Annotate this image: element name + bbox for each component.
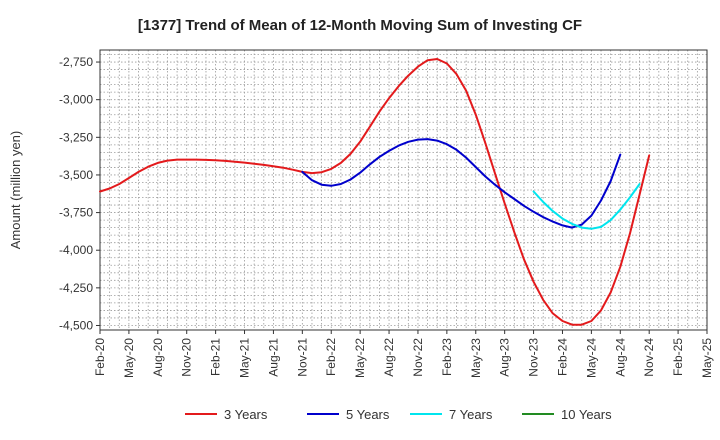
x-tick-label: Feb-25	[671, 338, 685, 376]
legend: 3 Years 5 Years 7 Years 10 Years	[185, 407, 612, 422]
x-tick-label: Feb-24	[555, 338, 569, 376]
x-tick-label: Nov-21	[295, 338, 309, 377]
series-line-3-years	[99, 58, 651, 326]
x-tick-label: May-21	[238, 338, 252, 378]
y-tick-label: -4,000	[59, 243, 93, 257]
y-axis-label: Amount (million yen)	[8, 131, 23, 250]
x-tick-label: Nov-22	[411, 338, 425, 377]
x-tick-label: Feb-20	[93, 338, 107, 376]
series-line-7-years	[532, 183, 641, 230]
y-tick-label: -3,750	[59, 206, 93, 220]
x-tick-label: Aug-20	[151, 338, 165, 377]
x-tick-label: Feb-22	[324, 338, 338, 376]
x-tick-label: Aug-21	[266, 338, 280, 377]
legend-label-3-years: 3 Years	[224, 407, 268, 422]
plot-area	[99, 49, 708, 331]
y-axis-ticks: -2,750 -3,000 -3,250 -3,500 -3,750 -4,000 -4,2…	[59, 55, 100, 332]
y-tick-label: -4,250	[59, 281, 93, 295]
legend-label-5-years: 5 Years	[346, 407, 390, 422]
chart-title: [1377] Trend of Mean of 12-Month Moving …	[138, 17, 582, 34]
series-line-5-years	[301, 138, 622, 229]
x-tick-label: May-23	[469, 338, 483, 378]
gridlines	[100, 50, 707, 330]
y-tick-label: -3,250	[59, 130, 93, 144]
legend-label-7-years: 7 Years	[449, 407, 493, 422]
y-tick-label: -4,500	[59, 318, 93, 332]
y-tick-label: -2,750	[59, 55, 93, 69]
series-lines	[99, 58, 651, 326]
x-tick-label: Aug-22	[382, 338, 396, 377]
x-tick-label: Aug-24	[613, 338, 627, 377]
x-tick-label: May-22	[353, 338, 367, 378]
x-tick-label: Nov-24	[642, 338, 656, 377]
x-tick-label: May-20	[122, 338, 136, 378]
x-tick-label: Feb-23	[440, 338, 454, 376]
x-tick-label: Nov-23	[527, 338, 541, 377]
legend-label-10-years: 10 Years	[561, 407, 612, 422]
x-tick-label: Aug-23	[498, 338, 512, 377]
x-tick-label: Nov-20	[180, 338, 194, 377]
x-tick-label: May-24	[584, 338, 598, 378]
y-tick-label: -3,000	[59, 93, 93, 107]
x-tick-label: Feb-21	[209, 338, 223, 376]
x-axis-ticks: Feb-20 May-20 Aug-20 Nov-20 Feb-21 May-21 Aug-…	[93, 330, 714, 378]
y-tick-label: -3,500	[59, 168, 93, 182]
x-tick-label: May-25	[700, 338, 714, 378]
